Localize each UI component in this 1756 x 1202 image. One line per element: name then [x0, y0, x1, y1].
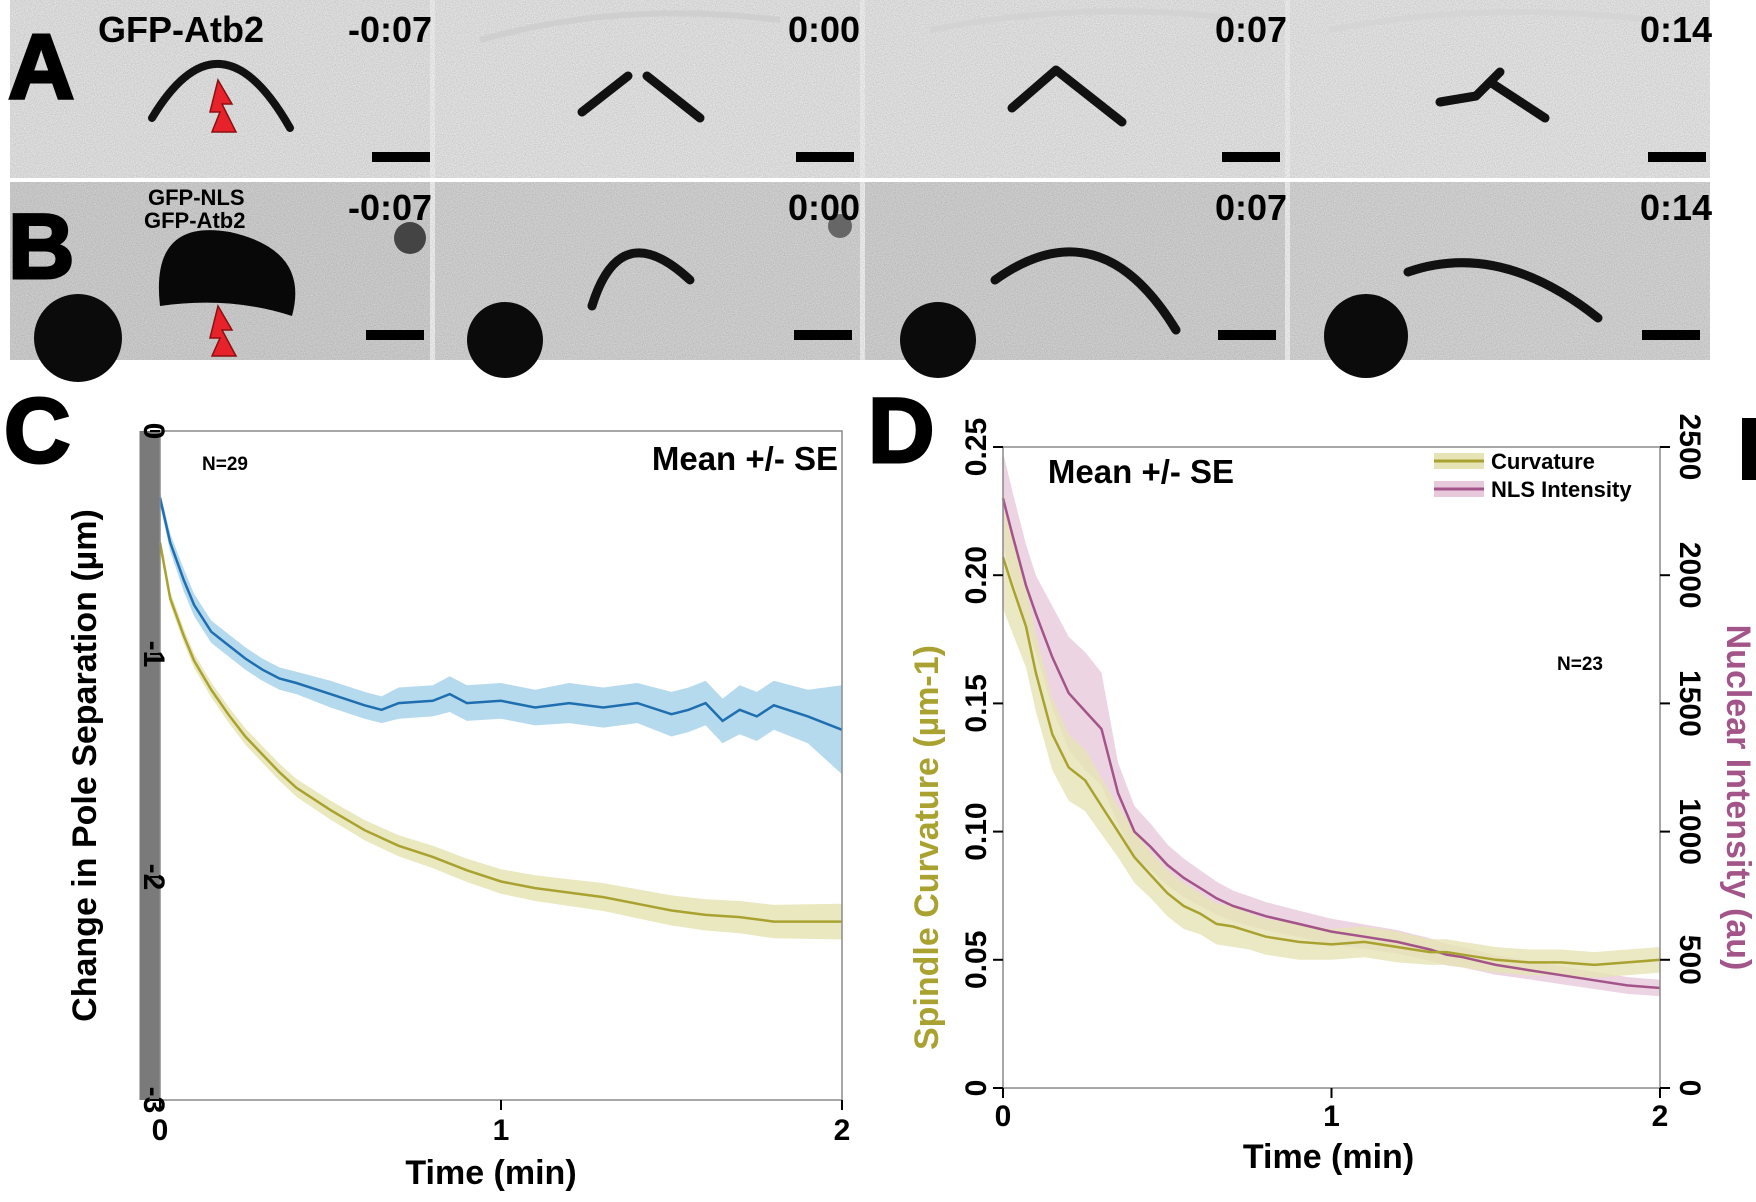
timestamp: 0:00 [788, 9, 860, 50]
d-left-tick-label: 0.10 [960, 802, 993, 860]
scale-bar [1222, 152, 1280, 162]
spindle [158, 230, 296, 316]
d-error-band-mauve [1003, 452, 1660, 997]
c-y-tick-label: 0 [137, 423, 170, 440]
d-legend: Curvature NLS Intensity [1434, 449, 1632, 502]
panel-letter-c: C [4, 380, 70, 482]
c-y-tick-label: -2 [137, 864, 170, 891]
scale-bar [796, 152, 854, 162]
c-y-tick-label: -3 [137, 1087, 170, 1114]
panel-a-grain [10, 0, 1710, 178]
ablation-marker-icon [209, 304, 238, 357]
channel-label: GFP-Atb2 [98, 9, 264, 50]
d-left-tick-label: 0.15 [960, 674, 993, 732]
spindle [577, 71, 633, 117]
d-x-tick-label: 1 [1323, 1100, 1340, 1133]
nucleus [828, 214, 852, 238]
next-panel-edge [1742, 418, 1756, 480]
c-stat-label: Mean +/- SE [652, 440, 838, 477]
d-stat-label: Mean +/- SE [1048, 453, 1234, 490]
scale-bar [1218, 330, 1276, 340]
c-x-axis-title: Time (min) [405, 1154, 576, 1192]
d-left-tick-label: 0.20 [960, 546, 993, 604]
scale-bar [794, 330, 852, 340]
cell-outline [929, 8, 1231, 33]
d-n-label: N=23 [1557, 654, 1603, 675]
d-left-axis-title: Spindle Curvature (µm-1) [908, 645, 946, 1050]
c-series-lines [158, 497, 843, 923]
timestamp: -0:07 [348, 9, 432, 50]
c-error-bands [160, 491, 842, 940]
scale-bar [366, 330, 424, 340]
c-x-tick-label: 0 [152, 1114, 169, 1147]
panel-letter-a: A [8, 16, 74, 118]
d-x-tick-label: 0 [995, 1100, 1012, 1133]
channel-label: GFP-Atb2 [144, 208, 245, 233]
spindle [1403, 258, 1603, 323]
d-error-bands [1003, 452, 1660, 997]
panel-a: A GFP-Atb2 -0:07 0:00 0:07 0:14 [7, 0, 1712, 178]
scale-bar [1648, 152, 1706, 162]
spindle [587, 248, 695, 311]
d-right-tick-label: 1000 [1673, 798, 1706, 865]
panel-b: B GFP-NLS GFP-Atb2 -0:07 0:00 0:07 0:14 [7, 182, 1712, 382]
spindle [990, 247, 1181, 335]
spindle [1007, 65, 1127, 127]
d-right-tick-label: 2500 [1673, 414, 1706, 481]
d-series-line-mauve [1001, 497, 1661, 990]
timestamp: 0:14 [1640, 9, 1712, 50]
c-y-axis-title: Change in Pole Separation (µm) [66, 509, 104, 1022]
spindle [148, 60, 294, 132]
nucleus [34, 294, 122, 382]
d-right-tick-label: 1500 [1673, 670, 1706, 737]
channel-label: GFP-NLS [148, 185, 245, 210]
c-x-tick-label: 2 [834, 1114, 851, 1147]
d-x-tick-label: 2 [1652, 1100, 1669, 1133]
d-left-tick-label: 0.25 [960, 418, 993, 476]
c-error-band-olive [160, 535, 842, 940]
c-plot-frame [159, 430, 843, 1101]
c-x-tick-label: 1 [493, 1114, 510, 1147]
timestamp: 0:14 [1640, 187, 1712, 228]
d-left-tick-label: 0.05 [960, 931, 993, 989]
ablation-marker-icon [209, 78, 238, 133]
spindle [642, 71, 705, 123]
d-ticks: 0 0.05 0.10 0.15 0.20 0.25 0 500 1000 1500 2000 250… [960, 414, 1706, 1133]
nucleus [467, 302, 543, 378]
legend-label-curvature: Curvature [1491, 449, 1595, 474]
d-series-line-olive [1001, 556, 1661, 967]
d-right-tick-label: 2000 [1673, 542, 1706, 609]
timestamp: 0:07 [1215, 187, 1287, 228]
scale-bar [372, 152, 430, 162]
d-right-axis-title: Nuclear Intensity (au) [1719, 625, 1756, 971]
cell-outline [479, 10, 781, 43]
d-right-tick-label: 0 [1673, 1080, 1706, 1097]
c-error-band-blue [160, 491, 842, 775]
panel-letter-b: B [8, 196, 74, 298]
ablation-interval-shading [139, 431, 160, 1100]
c-n-label: N=29 [202, 454, 248, 475]
spindle [1435, 67, 1550, 123]
nucleus [1324, 294, 1408, 378]
panel-d: D 0 0.05 0.10 0.15 0.20 0.25 0 500 1000 1500 2000 2… [867, 379, 1756, 1177]
panel-letter-d: D [868, 380, 934, 482]
c-series-line-blue [158, 497, 843, 731]
nucleus [900, 302, 976, 378]
d-right-tick-label: 500 [1673, 935, 1706, 985]
cell-outline [1329, 9, 1651, 33]
c-ticks: 0-1-2-30 1 2 [137, 423, 850, 1147]
d-left-tick-label: 0 [960, 1080, 993, 1097]
timestamp: 0:07 [1215, 9, 1287, 50]
legend-label-nls: NLS Intensity [1491, 477, 1632, 502]
timestamp: -0:07 [348, 187, 432, 228]
timestamp: 0:00 [788, 187, 860, 228]
c-series-line-olive [158, 542, 842, 923]
scale-bar [1642, 330, 1700, 340]
panel-c: C 0-1-2-30 1 2 N=29 Mean +/- SE Time (min)… [3, 379, 851, 1193]
d-x-axis-title: Time (min) [1243, 1138, 1414, 1176]
c-y-tick-label: -1 [137, 641, 170, 668]
d-series-lines [1001, 497, 1661, 990]
nucleus [394, 222, 426, 254]
